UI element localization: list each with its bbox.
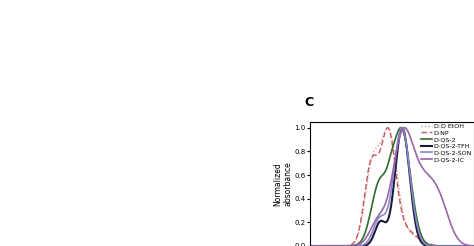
D:D EtOH [383, 130, 388, 133]
D-QS-2-SON [471, 245, 474, 246]
D-QS-2 [466, 245, 472, 246]
D-NP [466, 245, 472, 246]
Line: D-QS-2-TFH: D-QS-2-TFH [310, 128, 474, 246]
D-NP [383, 131, 388, 134]
D-QS-2 [471, 245, 474, 246]
D:D EtOH [471, 245, 474, 246]
D:D EtOH [385, 126, 391, 129]
D-QS-2 [307, 245, 312, 246]
D-QS-2-IC [315, 245, 321, 246]
D:D EtOH [466, 245, 472, 246]
D-NP [471, 245, 474, 246]
D-QS-2-IC [307, 245, 312, 246]
D-QS-2-TFH [400, 126, 405, 129]
D:D EtOH [315, 245, 321, 246]
D-QS-2-SON [307, 245, 312, 246]
D-QS-2-SON [466, 245, 472, 246]
D-QS-2 [436, 245, 442, 246]
D-QS-2-IC [466, 244, 472, 246]
D-QS-2 [387, 157, 392, 160]
D-QS-2-SON [387, 199, 392, 201]
D-QS-2-SON [466, 245, 472, 246]
D-QS-2-IC [471, 245, 474, 246]
D-NP [387, 129, 392, 132]
D-QS-2-SON [315, 245, 321, 246]
D-QS-2-TFH [307, 245, 312, 246]
D-QS-2-IC [401, 126, 407, 129]
D-NP [385, 126, 391, 129]
D-QS-2-TFH [387, 213, 392, 216]
D-QS-2-SON [436, 245, 442, 246]
D-NP [436, 244, 442, 246]
Legend: D:D EtOH, D-NP, D-QS-2, D-QS-2-TFH, D-QS-2-SON, D-QS-2-IC: D:D EtOH, D-NP, D-QS-2, D-QS-2-TFH, D-QS… [420, 123, 473, 163]
D-QS-2-SON [399, 126, 405, 129]
D-QS-2 [315, 245, 321, 246]
D-QS-2-TFH [436, 245, 442, 246]
Line: D:D EtOH: D:D EtOH [310, 128, 474, 246]
Line: D-QS-2-IC: D-QS-2-IC [310, 128, 474, 246]
Line: D-NP: D-NP [310, 128, 474, 246]
Text: C: C [305, 96, 314, 109]
D:D EtOH [387, 128, 392, 131]
D-QS-2 [466, 245, 472, 246]
Line: D-QS-2: D-QS-2 [310, 128, 474, 246]
D-NP [315, 245, 321, 246]
D-QS-2-TFH [315, 245, 321, 246]
D-QS-2-IC [387, 187, 392, 190]
D-NP [466, 245, 472, 246]
D-QS-2-IC [466, 244, 472, 246]
D-NP [307, 245, 312, 246]
D-QS-2-IC [383, 203, 388, 206]
Line: D-QS-2-SON: D-QS-2-SON [310, 128, 474, 246]
Y-axis label: Normalized
absorbance: Normalized absorbance [273, 162, 293, 206]
D-QS-2 [398, 126, 404, 129]
D-QS-2-TFH [471, 245, 474, 246]
D-QS-2-TFH [466, 245, 472, 246]
D-QS-2 [383, 170, 388, 173]
D:D EtOH [466, 245, 472, 246]
D-QS-2-IC [436, 189, 442, 192]
D:D EtOH [436, 244, 442, 246]
D-QS-2-SON [383, 212, 388, 215]
D-QS-2-TFH [383, 221, 388, 224]
D-QS-2-TFH [466, 245, 472, 246]
D:D EtOH [307, 245, 312, 246]
